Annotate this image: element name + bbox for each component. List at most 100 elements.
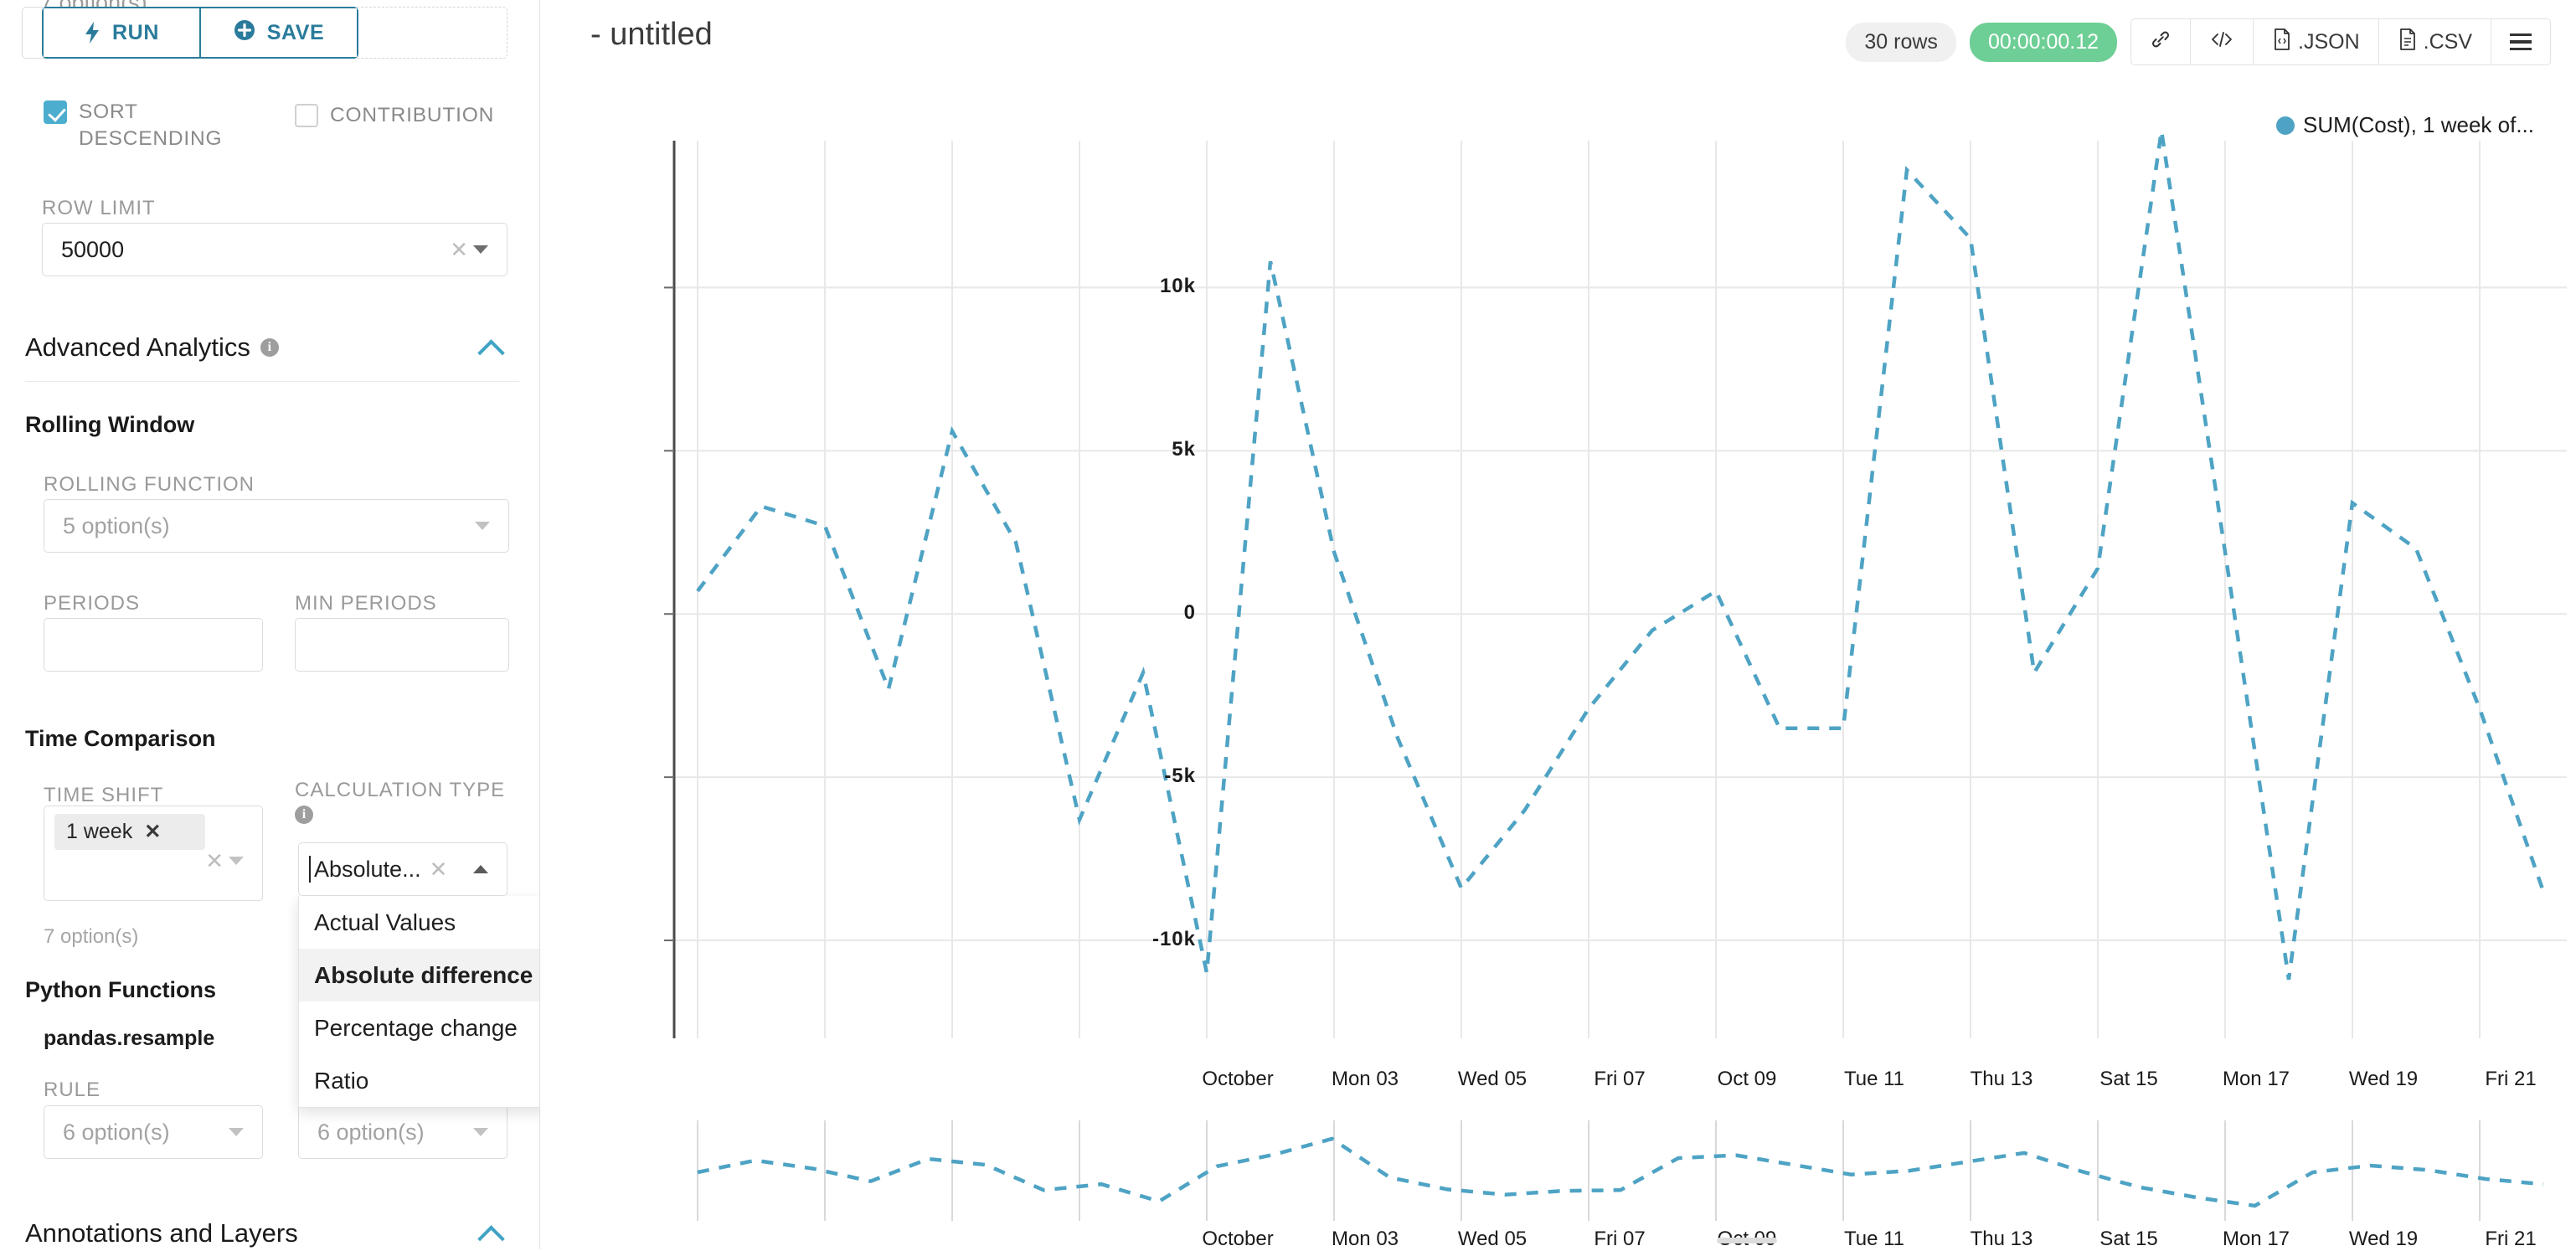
row-limit-chevron-down-icon[interactable] bbox=[473, 245, 488, 254]
time-shift-token[interactable]: 1 week ✕ bbox=[54, 814, 206, 850]
y-tick-label: 5k bbox=[1172, 438, 1196, 461]
time-shift-label: TIME SHIFT bbox=[44, 784, 164, 806]
horizontal-scrollbar[interactable] bbox=[1717, 1238, 1777, 1243]
y-tick-label: -5k bbox=[1164, 764, 1196, 788]
calculation-type-info-icon[interactable]: i bbox=[295, 806, 313, 824]
python-functions-header: Python Functions bbox=[25, 977, 216, 1002]
json-export-button[interactable]: .JSON bbox=[2254, 19, 2379, 64]
calculation-type-chevron-up-icon[interactable] bbox=[473, 865, 488, 873]
plus-circle-icon bbox=[234, 19, 255, 47]
row-count-badge: 30 rows bbox=[1846, 22, 1956, 62]
run-button-label: RUN bbox=[112, 20, 159, 44]
sort-descending-checkbox-row[interactable]: SORT DESCENDING bbox=[44, 99, 271, 153]
range-slider-x-tick-label: Mon 03 bbox=[1331, 1228, 1399, 1250]
x-tick-label: Wed 05 bbox=[1457, 1068, 1528, 1090]
rule-select[interactable]: 6 option(s) bbox=[44, 1105, 263, 1159]
legend-label: SUM(Cost), 1 week of... bbox=[2303, 112, 2534, 137]
pandas-resample-label: pandas.resample bbox=[44, 1027, 215, 1050]
advanced-analytics-header[interactable]: Advanced Analytics i bbox=[25, 332, 279, 363]
csv-export-button[interactable]: .CSV bbox=[2379, 19, 2491, 64]
menu-item-percentage-change[interactable]: Percentage change bbox=[314, 1014, 518, 1041]
calculation-type-dropdown-menu[interactable]: Actual Values Absolute difference Percen… bbox=[298, 896, 539, 1108]
menu-icon bbox=[2510, 33, 2532, 51]
rule-chevron-down-icon[interactable] bbox=[229, 1128, 244, 1136]
rolling-function-chevron-down-icon[interactable] bbox=[475, 522, 490, 530]
x-tick-label: Sat 15 bbox=[2099, 1068, 2158, 1090]
calculation-type-label: CALCULATION TYPE bbox=[295, 779, 506, 801]
advanced-analytics-divider bbox=[25, 381, 519, 382]
method-select[interactable]: 6 option(s) bbox=[298, 1105, 507, 1159]
rolling-window-header: Rolling Window bbox=[25, 412, 195, 437]
time-shift-options-hint: 7 option(s) bbox=[44, 925, 139, 948]
annotations-layers-header[interactable]: Annotations and Layers bbox=[25, 1218, 298, 1248]
time-shift-token-remove-icon[interactable]: ✕ bbox=[144, 821, 162, 843]
link-icon-button[interactable] bbox=[2131, 19, 2192, 64]
range-slider-x-tick-label: Wed 05 bbox=[1457, 1228, 1528, 1250]
x-tick-label: Fri 21 bbox=[2485, 1068, 2537, 1090]
code-icon bbox=[2209, 29, 2234, 55]
y-tick-label: 10k bbox=[1159, 275, 1196, 298]
x-tick-label: October bbox=[1202, 1068, 1274, 1090]
more-menu-button[interactable] bbox=[2491, 19, 2550, 64]
advanced-analytics-title: Advanced Analytics bbox=[25, 332, 250, 362]
time-shift-select[interactable]: 1 week ✕ ✕ bbox=[44, 806, 263, 901]
calculation-type-value: Absolute... bbox=[314, 856, 421, 882]
annotations-layers-collapse-icon[interactable] bbox=[482, 1223, 503, 1244]
method-value: 6 option(s) bbox=[317, 1119, 425, 1145]
bolt-icon bbox=[84, 22, 100, 44]
link-icon bbox=[2150, 28, 2172, 56]
range-slider-line bbox=[697, 1136, 2544, 1208]
code-icon-button[interactable] bbox=[2191, 19, 2254, 64]
contribution-checkbox-row[interactable]: CONTRIBUTION bbox=[295, 102, 494, 129]
chart-legend[interactable]: SUM(Cost), 1 week of... bbox=[2276, 112, 2534, 138]
time-shift-chevron-down-icon[interactable] bbox=[229, 857, 244, 865]
row-limit-clear-icon[interactable]: ✕ bbox=[450, 237, 468, 262]
grid-lines bbox=[674, 141, 2567, 1038]
x-tick-label: Thu 13 bbox=[1970, 1068, 2033, 1090]
min-periods-label: MIN PERIODS bbox=[295, 592, 437, 615]
periods-label: PERIODS bbox=[44, 592, 141, 615]
calculation-type-clear-icon[interactable]: ✕ bbox=[429, 857, 448, 882]
menu-item-absolute-difference[interactable]: Absolute difference bbox=[299, 949, 539, 1001]
menu-item-actual-values[interactable]: Actual Values bbox=[314, 909, 456, 935]
run-button[interactable]: RUN bbox=[44, 8, 199, 57]
rule-label: RULE bbox=[44, 1079, 101, 1101]
toolbar-button-group: .JSON .CSV bbox=[2130, 18, 2551, 65]
y-tick-label: -10k bbox=[1151, 928, 1196, 951]
csv-export-label: .CSV bbox=[2423, 29, 2472, 54]
legend-color-swatch bbox=[2276, 116, 2295, 135]
method-chevron-down-icon[interactable] bbox=[473, 1128, 488, 1136]
min-periods-input[interactable] bbox=[295, 618, 509, 672]
y-tick-marks bbox=[664, 286, 674, 942]
x-tick-label: Wed 19 bbox=[2348, 1068, 2419, 1090]
row-limit-label: ROW LIMIT bbox=[42, 197, 156, 219]
info-icon[interactable]: i bbox=[260, 338, 279, 357]
row-limit-value: 50000 bbox=[61, 236, 125, 262]
line-chart-plot[interactable] bbox=[540, 0, 2576, 1249]
rolling-function-label: ROLLING FUNCTION bbox=[44, 473, 255, 496]
rolling-function-select[interactable]: 5 option(s) bbox=[44, 499, 509, 553]
menu-item-ratio[interactable]: Ratio bbox=[314, 1067, 369, 1094]
x-tick-label: Tue 11 bbox=[1843, 1068, 1905, 1090]
contribution-checkbox[interactable] bbox=[295, 104, 318, 127]
sort-descending-checkbox[interactable] bbox=[44, 100, 67, 124]
chart-toolbar: 30 rows 00:00:00.12 bbox=[1846, 18, 2551, 65]
time-shift-clear-icon[interactable]: ✕ bbox=[205, 848, 224, 873]
csv-file-icon bbox=[2398, 28, 2418, 57]
save-button-label: SAVE bbox=[266, 20, 325, 44]
annotations-layers-title: Annotations and Layers bbox=[25, 1218, 298, 1248]
range-slider-x-tick-label: October bbox=[1202, 1228, 1274, 1250]
advanced-analytics-collapse-icon[interactable] bbox=[482, 337, 503, 358]
query-time-badge: 00:00:00.12 bbox=[1969, 22, 2118, 62]
chart-panel: - untitled 30 rows 00:00:00.12 bbox=[540, 0, 2576, 1250]
range-slider-x-tick-label: Wed 19 bbox=[2348, 1228, 2419, 1250]
periods-input[interactable] bbox=[44, 618, 263, 672]
rule-value: 6 option(s) bbox=[63, 1119, 170, 1145]
rolling-function-value: 5 option(s) bbox=[63, 512, 170, 538]
save-button[interactable]: SAVE bbox=[199, 8, 357, 57]
range-slider-x-tick-label: Thu 13 bbox=[1970, 1228, 2033, 1250]
x-tick-label: Fri 07 bbox=[1594, 1068, 1646, 1090]
row-limit-select[interactable]: 50000 ✕ bbox=[42, 223, 507, 276]
page-title: - untitled bbox=[590, 17, 713, 52]
calculation-type-select[interactable]: Absolute... ✕ bbox=[298, 842, 507, 896]
